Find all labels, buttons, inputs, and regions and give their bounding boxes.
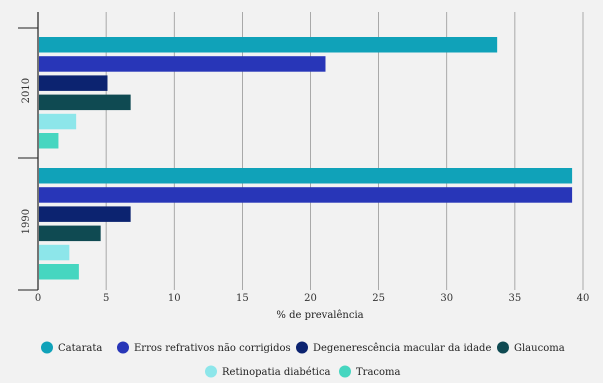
legend-swatch: [497, 341, 509, 354]
legend-swatch: [117, 341, 129, 354]
bar-2010-4: [39, 113, 77, 130]
bar-1990-5: [39, 264, 79, 280]
bar-2010-2: [39, 75, 108, 91]
bar-2010-3: [39, 94, 131, 111]
x-tick-label: 0: [35, 293, 41, 304]
bars: [39, 37, 573, 280]
legend-label: Retinopatia diabética: [222, 367, 331, 378]
x-tick-label: 10: [168, 293, 181, 304]
bar-1990-0: [39, 168, 573, 184]
category-label-1990: 1990: [21, 209, 32, 234]
legend-label: Degenerescência macular da idade: [313, 343, 491, 354]
x-tick-label: 25: [372, 293, 385, 304]
x-tick-label: 30: [440, 293, 453, 304]
bar-1990-2: [39, 206, 131, 222]
legend-swatch: [41, 341, 53, 354]
bar-1990-3: [39, 225, 101, 242]
bar-2010-1: [39, 56, 326, 72]
bar-1990-4: [39, 244, 70, 261]
x-tick-label: 20: [304, 293, 317, 304]
legend-swatch: [296, 341, 308, 354]
x-tick-label: 35: [509, 293, 522, 304]
legend-label: Catarata: [58, 343, 102, 354]
axes: 0 5 10 15 20 25 30 35 40 2010 1990: [18, 12, 589, 304]
x-axis-label: % de prevalência: [276, 310, 363, 321]
legend-swatch: [339, 365, 351, 378]
legend: Catarata Erros refrativos não corrigidos D…: [41, 341, 565, 378]
legend-label: Tracoma: [356, 367, 401, 378]
legend-label: Glaucoma: [514, 343, 565, 354]
legend-label: Erros refrativos não corrigidos: [134, 343, 291, 354]
legend-swatch: [205, 365, 217, 378]
bar-1990-1: [39, 187, 573, 203]
bar-2010-5: [39, 133, 59, 149]
x-tick-label: 40: [577, 293, 590, 304]
x-tick-label: 15: [236, 293, 249, 304]
x-tick-label: 5: [103, 293, 109, 304]
bar-2010-0: [39, 37, 498, 53]
category-label-2010: 2010: [21, 78, 32, 103]
grid-lines: [105, 12, 584, 290]
